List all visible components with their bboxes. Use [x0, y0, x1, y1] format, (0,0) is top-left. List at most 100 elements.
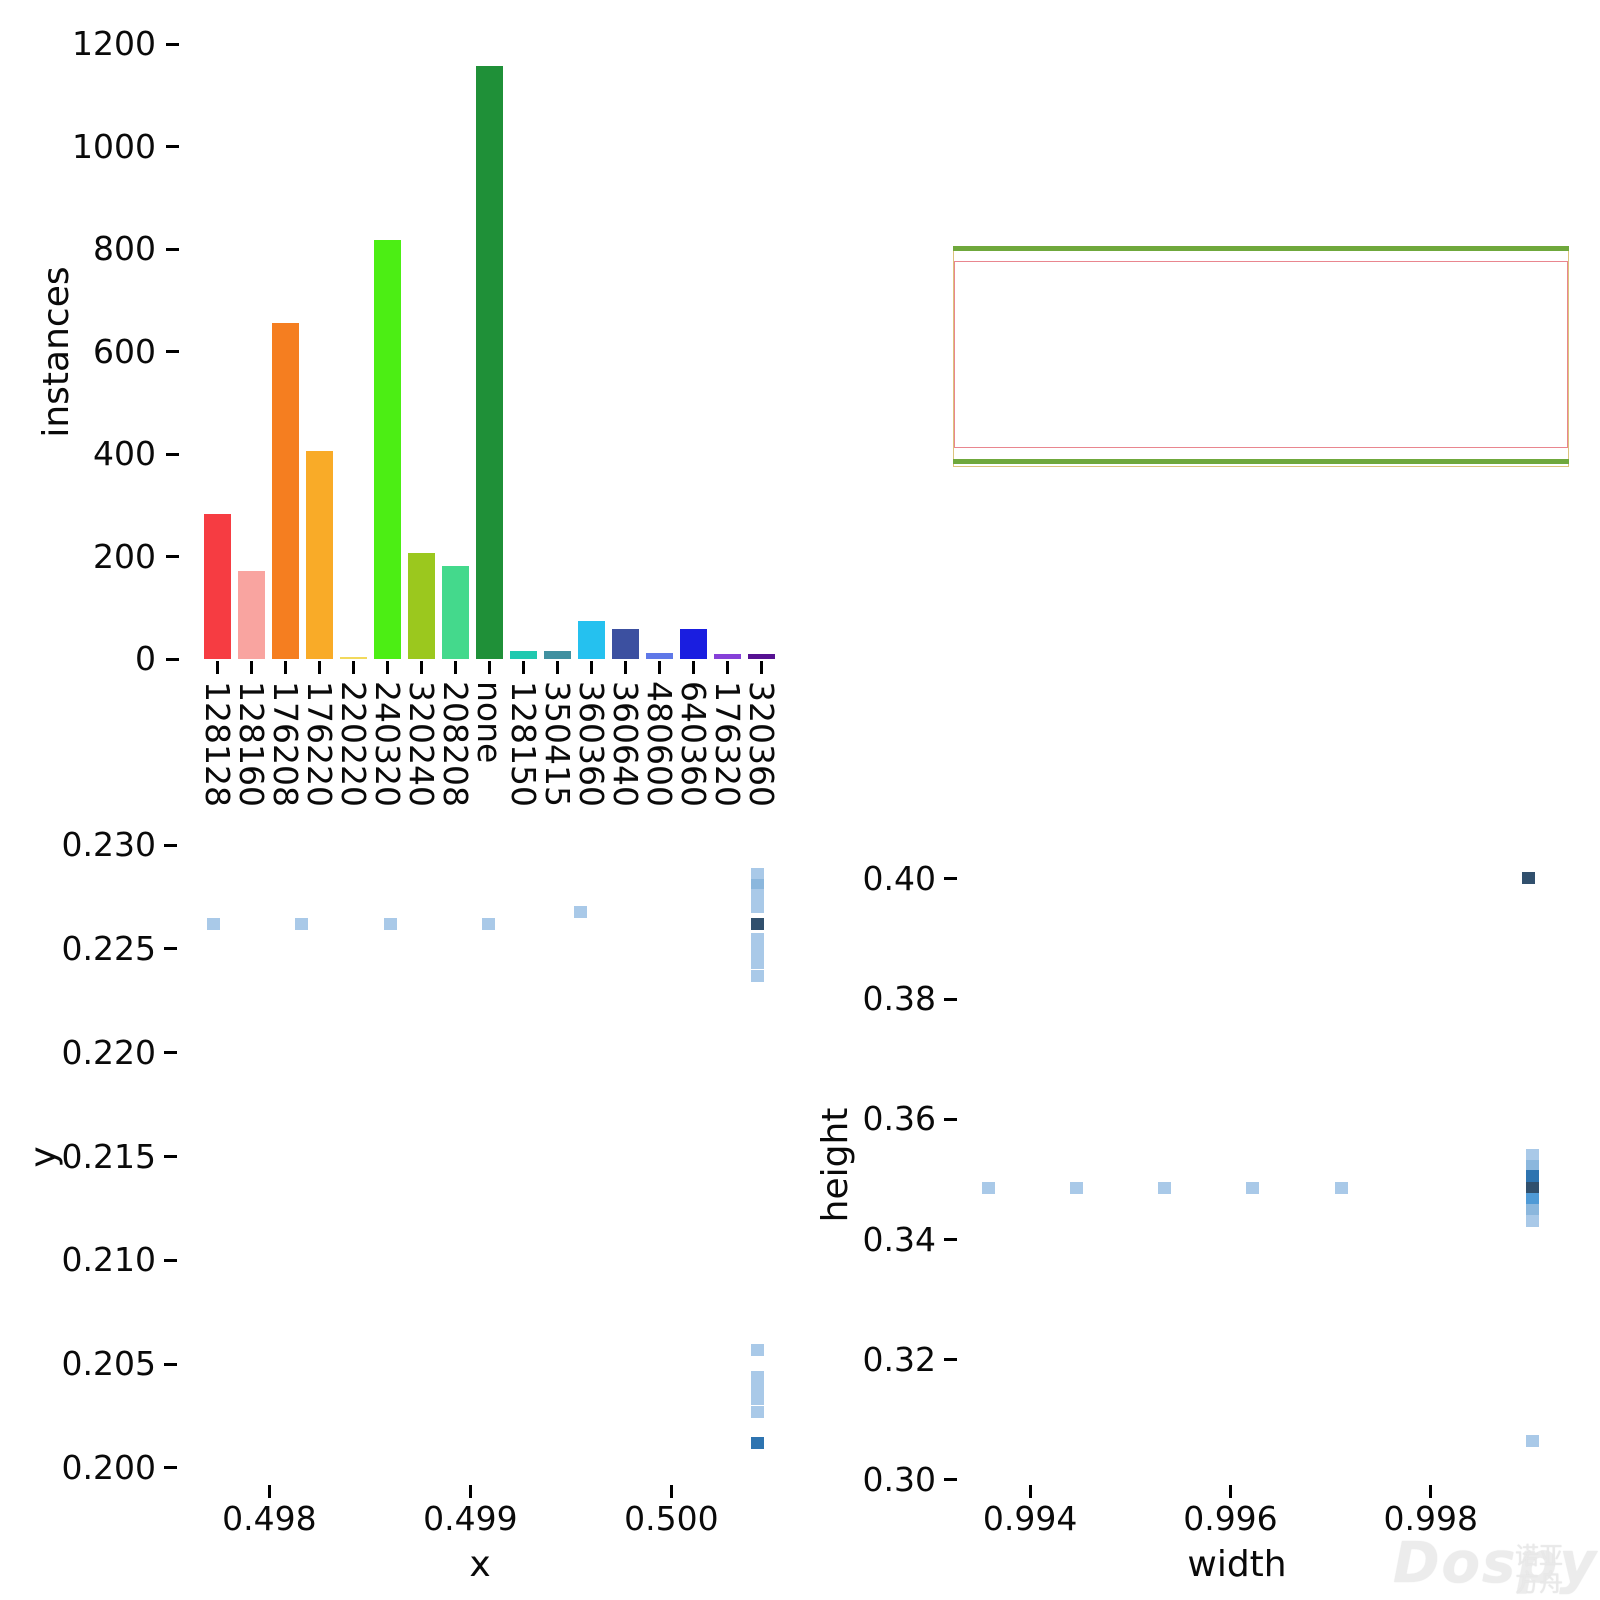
watermark-cjk-line2: 方舟	[1515, 1569, 1563, 1597]
bar	[713, 654, 741, 659]
heat-cell	[1526, 1159, 1540, 1172]
bar	[577, 621, 605, 659]
heat-cell	[751, 888, 765, 901]
heat-cell	[751, 878, 765, 891]
y-tick-mark	[166, 555, 179, 558]
heat-cell	[981, 1181, 995, 1194]
x-tick-mark	[267, 1485, 271, 1498]
heat-cell	[383, 917, 397, 930]
y-tick-label: 400	[93, 434, 156, 473]
watermark-cjk: 诺亚 方舟	[1515, 1543, 1563, 1597]
bar	[509, 651, 537, 659]
y-tick-label: 0	[135, 639, 156, 678]
bar	[543, 651, 571, 659]
x-tick-mark	[589, 661, 593, 674]
heat-cell	[574, 905, 588, 918]
x-tick-label: 0.994	[982, 1499, 1078, 1538]
y-tick-mark	[944, 997, 957, 1001]
heat-cell	[751, 1393, 765, 1406]
y-tick-label: 0.205	[61, 1344, 156, 1384]
wh-plot-xlabel: width	[1187, 1544, 1287, 1585]
y-tick-label: 200	[93, 536, 156, 576]
y-tick-label: 800	[93, 229, 156, 268]
y-tick-mark	[944, 877, 957, 881]
bar	[679, 629, 707, 659]
heat-cell	[751, 1343, 765, 1356]
x-tick-label: 640360	[674, 681, 713, 807]
y-tick-mark	[166, 350, 179, 353]
bar	[407, 553, 435, 659]
x-tick-label: 0.498	[222, 1499, 317, 1538]
heat-cell	[751, 901, 765, 914]
xy-plot-xlabel: x	[469, 1544, 491, 1585]
heat-cell	[751, 957, 765, 970]
y-tick-label: 0.225	[61, 928, 156, 968]
x-tick-mark	[669, 1485, 673, 1498]
x-tick-mark	[419, 661, 423, 674]
heat-cell	[1526, 1193, 1540, 1206]
heat-cell	[751, 868, 765, 881]
heat-cell	[751, 1370, 765, 1383]
heat-cell	[1246, 1181, 1259, 1194]
y-tick-label: 600	[93, 331, 156, 371]
heat-cell	[1526, 1214, 1540, 1227]
heat-cell	[1157, 1181, 1171, 1194]
heat-cell	[1526, 1204, 1540, 1217]
x-tick-mark	[468, 1485, 472, 1498]
y-tick-mark	[944, 1358, 957, 1362]
bar	[611, 629, 639, 659]
heat-cell	[1526, 1148, 1540, 1161]
y-tick-label: 0.215	[61, 1136, 156, 1176]
heat-cell	[206, 917, 220, 930]
x-tick-mark	[521, 661, 525, 674]
y-tick-label: 0.210	[61, 1240, 156, 1280]
bbox-overlay-panel	[0, 0, 1600, 520]
heat-cell	[751, 932, 765, 945]
y-tick-label: 1000	[72, 126, 156, 166]
heat-cell	[751, 1405, 765, 1418]
bar	[271, 323, 299, 659]
y-tick-mark	[166, 42, 179, 46]
x-tick-mark	[759, 661, 763, 674]
y-tick-label: 0.34	[862, 1219, 936, 1259]
heat-cell	[751, 969, 765, 982]
x-tick-mark	[351, 661, 355, 674]
y-tick-label: 0.38	[862, 979, 936, 1019]
x-tick-label: 128160	[232, 681, 271, 807]
y-tick-label: 0.220	[61, 1032, 156, 1072]
bar	[373, 240, 401, 659]
x-tick-label: 320240	[402, 681, 441, 807]
x-tick-mark	[317, 661, 321, 674]
bar	[645, 653, 673, 659]
y-tick-mark	[944, 1117, 957, 1121]
x-tick-label: 240320	[368, 681, 407, 807]
heat-cell	[751, 1437, 765, 1449]
bar-chart: 0 200 400 600 800 1000 1200 128128 128160 176208 1…	[0, 0, 820, 820]
y-tick-mark	[164, 1051, 177, 1055]
bar	[747, 654, 775, 659]
x-tick-label: 176320	[708, 681, 747, 807]
y-tick-mark	[164, 1362, 177, 1366]
y-tick-mark	[166, 452, 179, 456]
bar	[441, 566, 469, 659]
x-tick-label: 208208	[436, 681, 475, 807]
heat-cell	[1526, 1170, 1540, 1183]
y-tick-label: 0.30	[862, 1459, 936, 1499]
y-tick-mark	[164, 1155, 177, 1158]
x-tick-mark	[1429, 1485, 1433, 1498]
y-tick-mark	[164, 843, 177, 847]
x-tick-mark	[385, 661, 389, 674]
x-tick-label: 176220	[300, 681, 339, 807]
y-tick-label: 0.230	[61, 825, 156, 865]
y-tick-mark	[164, 1466, 177, 1470]
x-tick-label: 220220	[334, 681, 373, 807]
x-tick-mark	[555, 661, 559, 674]
x-tick-mark	[1028, 1485, 1032, 1498]
x-tick-label: 350415	[538, 681, 577, 807]
x-tick-label: 128150	[504, 681, 543, 807]
y-tick-mark	[166, 145, 179, 148]
x-tick-label: none	[470, 681, 509, 764]
x-tick-label: 360640	[606, 681, 645, 807]
